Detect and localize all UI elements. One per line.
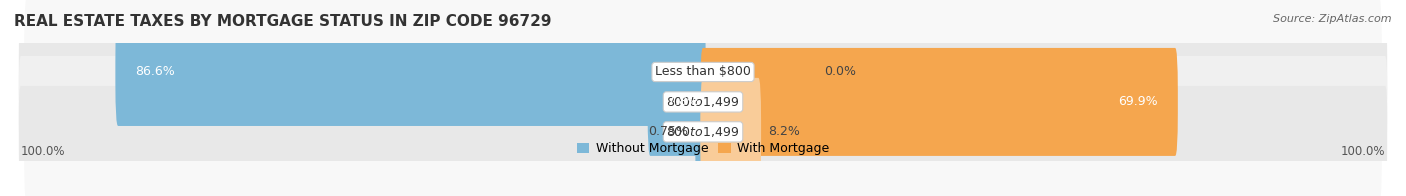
FancyBboxPatch shape [18, 56, 1388, 148]
Text: 0.0%: 0.0% [824, 65, 856, 78]
Text: 100.0%: 100.0% [1341, 145, 1385, 158]
Text: Less than $800: Less than $800 [655, 65, 751, 78]
FancyBboxPatch shape [695, 78, 706, 186]
Text: 8.2%: 8.2% [769, 125, 800, 138]
FancyBboxPatch shape [700, 78, 761, 186]
Text: 69.9%: 69.9% [1119, 95, 1159, 108]
Text: 86.6%: 86.6% [135, 65, 174, 78]
FancyBboxPatch shape [24, 0, 1382, 196]
Text: 0.75%: 0.75% [648, 125, 688, 138]
Text: $800 to $1,499: $800 to $1,499 [666, 125, 740, 139]
FancyBboxPatch shape [18, 86, 1388, 178]
FancyBboxPatch shape [18, 26, 1388, 118]
Text: Source: ZipAtlas.com: Source: ZipAtlas.com [1274, 14, 1392, 24]
Text: 7.8%: 7.8% [668, 95, 699, 108]
Legend: Without Mortgage, With Mortgage: Without Mortgage, With Mortgage [572, 137, 834, 160]
Text: REAL ESTATE TAXES BY MORTGAGE STATUS IN ZIP CODE 96729: REAL ESTATE TAXES BY MORTGAGE STATUS IN … [14, 14, 551, 29]
Text: $800 to $1,499: $800 to $1,499 [666, 95, 740, 109]
FancyBboxPatch shape [700, 48, 1178, 156]
FancyBboxPatch shape [115, 18, 706, 126]
FancyBboxPatch shape [648, 48, 706, 156]
Text: 100.0%: 100.0% [21, 145, 65, 158]
